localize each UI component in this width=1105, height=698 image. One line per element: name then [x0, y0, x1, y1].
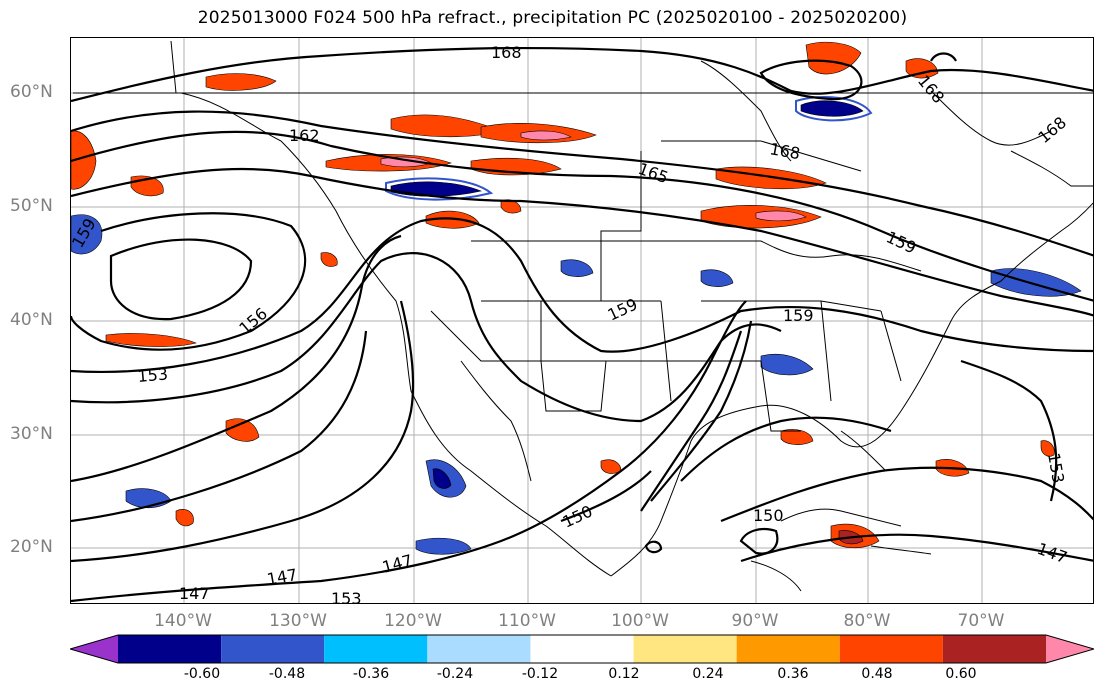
contour-label: 153: [331, 589, 362, 604]
colorbar-tick: -0.12: [521, 666, 559, 682]
colorbar-segment: [736, 635, 840, 663]
contour-label: 147: [1035, 539, 1070, 567]
colorbar-segment: [324, 635, 428, 663]
lat-label-50n: 50°N: [10, 196, 53, 216]
refractivity-contours: [71, 46, 1093, 603]
lon-label-100w: 100°W: [611, 611, 669, 631]
lon-label-90w: 90°W: [731, 611, 779, 631]
lat-label-30n: 30°N: [10, 424, 53, 444]
graticule: [71, 38, 1093, 603]
colorbar-tick: 0.60: [945, 666, 977, 682]
contour-label: 150: [560, 501, 596, 531]
colorbar-segment: [633, 635, 737, 663]
colorbar-tick: 0.36: [777, 666, 809, 682]
lat-label-60n: 60°N: [10, 82, 53, 102]
colorbar-tick: -0.60: [183, 666, 221, 682]
contour-label: 162: [289, 126, 320, 145]
colorbar-segment: [70, 635, 118, 663]
precip-shading: [71, 41, 1082, 555]
lon-label-130w: 130°W: [269, 611, 327, 631]
lon-label-120w: 120°W: [384, 611, 442, 631]
contour-label: 156: [235, 304, 271, 338]
colorbar-tick: -0.48: [268, 666, 306, 682]
colorbar: [70, 634, 1094, 664]
map-svg: 168 162 165 168 168 168 159 159 156 159 …: [71, 38, 1093, 604]
coastlines: [73, 40, 1093, 592]
contour-label: 153: [1044, 451, 1068, 484]
contour-labels: 168 162 165 168 168 168 159 159 156 159 …: [71, 43, 1070, 604]
contour-label: 153: [137, 364, 169, 386]
contour-label: 147: [179, 584, 210, 603]
colorbar-tick: 0.48: [861, 666, 893, 682]
colorbar-segment: [118, 635, 222, 663]
lon-label-110w: 110°W: [498, 611, 556, 631]
colorbar-segments: [70, 634, 1094, 664]
contour-label: 168: [1034, 113, 1070, 147]
contour-label: 147: [380, 551, 414, 577]
colorbar-segment: [839, 635, 943, 663]
lon-label-140w: 140°W: [154, 611, 212, 631]
colorbar-tick: -0.24: [436, 666, 474, 682]
contour-label: 168: [491, 43, 522, 62]
contour-label: 159: [605, 294, 641, 324]
colorbar-tick: 0.12: [608, 666, 640, 682]
colorbar-tick: 0.24: [692, 666, 724, 682]
contour-label: 159: [783, 306, 814, 325]
contour-label: 159: [883, 227, 919, 257]
colorbar-outline: [70, 634, 1094, 664]
colorbar-segment: [427, 635, 531, 663]
contour-label: 168: [768, 139, 801, 163]
lat-label-40n: 40°N: [10, 310, 53, 330]
lon-label-80w: 80°W: [843, 611, 891, 631]
colorbar-tick: -0.36: [352, 666, 390, 682]
colorbar-segment: [530, 635, 634, 663]
contour-label: 147: [265, 565, 298, 589]
map-title: 2025013000 F024 500 hPa refract., precip…: [197, 8, 908, 28]
contour-label: 150: [753, 506, 784, 525]
colorbar-segment: [221, 635, 325, 663]
map-panel: 168 162 165 168 168 168 159 159 156 159 …: [70, 37, 1094, 604]
colorbar-segment: [1046, 635, 1094, 663]
lon-label-70w: 70°W: [957, 611, 1005, 631]
lat-label-20n: 20°N: [10, 537, 53, 557]
colorbar-segment: [942, 635, 1046, 663]
